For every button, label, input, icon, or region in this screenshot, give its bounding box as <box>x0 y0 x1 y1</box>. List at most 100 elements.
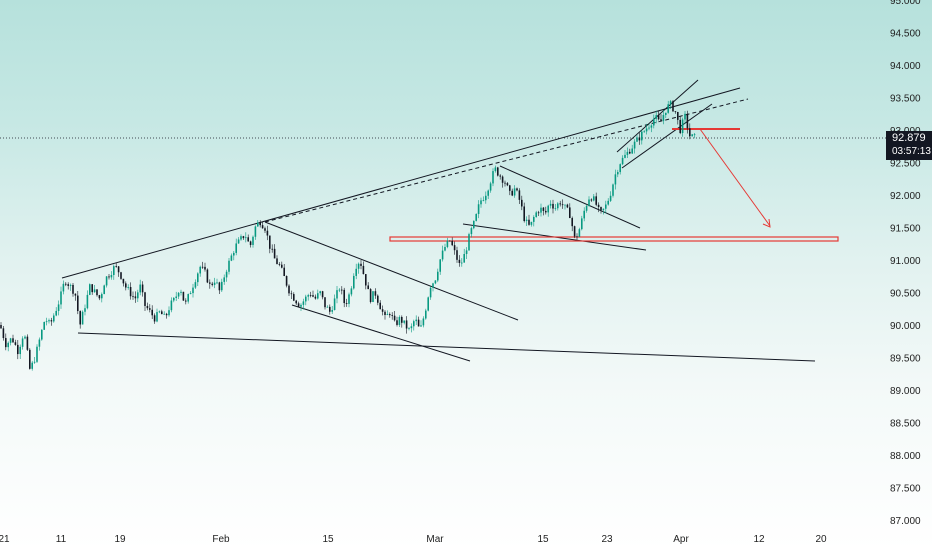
candle-body <box>319 291 321 294</box>
candle-body <box>377 295 379 303</box>
price-tick-label: 88.000 <box>890 451 921 462</box>
candle-body <box>617 172 619 175</box>
price-axis[interactable]: 95.00094.50094.00093.50093.00092.50092.0… <box>890 0 921 527</box>
candle-body <box>350 288 353 295</box>
candle-body <box>252 236 254 245</box>
candle-body <box>165 313 168 316</box>
candle-body <box>302 301 305 305</box>
candles-group <box>0 99 696 371</box>
candle-body <box>425 310 427 319</box>
candle-body <box>439 259 441 272</box>
candle-body <box>513 188 516 196</box>
candle-body <box>456 250 458 260</box>
candle-body <box>379 302 381 310</box>
upper-trendline[interactable] <box>61 87 741 279</box>
candle-body <box>129 286 132 297</box>
candle-body <box>168 310 170 316</box>
candle-body <box>225 271 228 278</box>
candle-body <box>679 119 681 134</box>
bar-countdown: 03:57:13 <box>892 146 931 157</box>
rising-wedge-top[interactable] <box>616 79 699 153</box>
drawing-layer[interactable] <box>61 79 839 362</box>
candle-body <box>182 291 185 301</box>
price-tick-label: 89.000 <box>890 386 921 397</box>
candle-body <box>7 342 9 348</box>
candle-body <box>314 296 317 299</box>
candle-body <box>300 304 302 307</box>
candle-body <box>391 315 393 316</box>
candle-body <box>691 134 693 137</box>
candle-body <box>643 131 645 133</box>
candle-body <box>45 321 48 323</box>
candle-body <box>499 175 501 177</box>
candle-body <box>672 101 674 112</box>
candle-body <box>338 289 341 291</box>
price-tick-label: 87.500 <box>890 484 921 495</box>
target-arrow[interactable] <box>699 128 771 227</box>
candle-body <box>655 115 657 119</box>
candle-body <box>336 290 338 299</box>
candle-body <box>209 282 211 284</box>
dashed-trendline[interactable] <box>264 98 749 223</box>
candle-body <box>14 342 17 345</box>
time-tick-label: 19 <box>114 534 126 545</box>
current-price-badge: 92.879 03:57:13 <box>886 131 932 160</box>
candle-body <box>461 262 463 264</box>
candle-body <box>55 310 57 316</box>
candle-body <box>180 291 182 293</box>
candle-body <box>504 182 506 184</box>
candle-body <box>485 195 487 201</box>
support-zone[interactable] <box>389 236 839 242</box>
candle-body <box>619 164 621 173</box>
candle-body <box>257 222 259 227</box>
candle-body <box>648 127 650 129</box>
candle-body <box>446 240 449 247</box>
candle-body <box>72 284 74 294</box>
candle-body <box>26 336 29 350</box>
flag-top[interactable] <box>499 165 641 229</box>
candle-body <box>242 236 245 239</box>
candle-body <box>36 346 38 362</box>
candle-body <box>307 295 309 297</box>
candle-body <box>588 199 590 206</box>
candle-body <box>67 284 69 286</box>
candle-body <box>638 137 641 141</box>
time-axis[interactable]: 21 11 19 Feb 15 Mar 15 23 Apr 12 20 <box>0 534 827 545</box>
candle-body <box>417 319 420 327</box>
candle-body <box>537 212 540 214</box>
candle-body <box>384 311 386 315</box>
price-tick-label: 90.000 <box>890 321 921 332</box>
candle-body <box>189 293 192 295</box>
candle-body <box>50 320 53 322</box>
target-arrow-head <box>762 218 771 228</box>
candle-body <box>329 306 331 312</box>
lower-trendline[interactable] <box>77 332 816 362</box>
candle-body <box>593 196 595 201</box>
candle-body <box>427 297 429 311</box>
current-price-value: 92.879 <box>892 132 926 144</box>
candle-body <box>413 321 415 327</box>
candle-body <box>132 296 134 298</box>
candle-body <box>595 196 597 205</box>
falling-wedge-top[interactable] <box>264 221 519 321</box>
candle-body <box>614 174 617 185</box>
candle-body <box>408 328 410 329</box>
rising-wedge-bottom[interactable] <box>621 103 713 169</box>
candle-body <box>410 326 413 329</box>
candle-body <box>590 199 593 201</box>
candle-body <box>516 188 518 191</box>
candle-body <box>48 320 50 322</box>
candle-body <box>677 111 679 120</box>
candle-body <box>605 204 607 209</box>
falling-wedge-bottom[interactable] <box>291 304 471 362</box>
price-tick-label: 87.000 <box>890 516 921 527</box>
candle-body <box>374 291 377 296</box>
candle-body <box>693 134 696 136</box>
candle-body <box>197 273 199 283</box>
candle-body <box>194 282 197 288</box>
candle-body <box>240 236 242 240</box>
candle-body <box>341 289 343 291</box>
candle-body <box>564 204 566 206</box>
